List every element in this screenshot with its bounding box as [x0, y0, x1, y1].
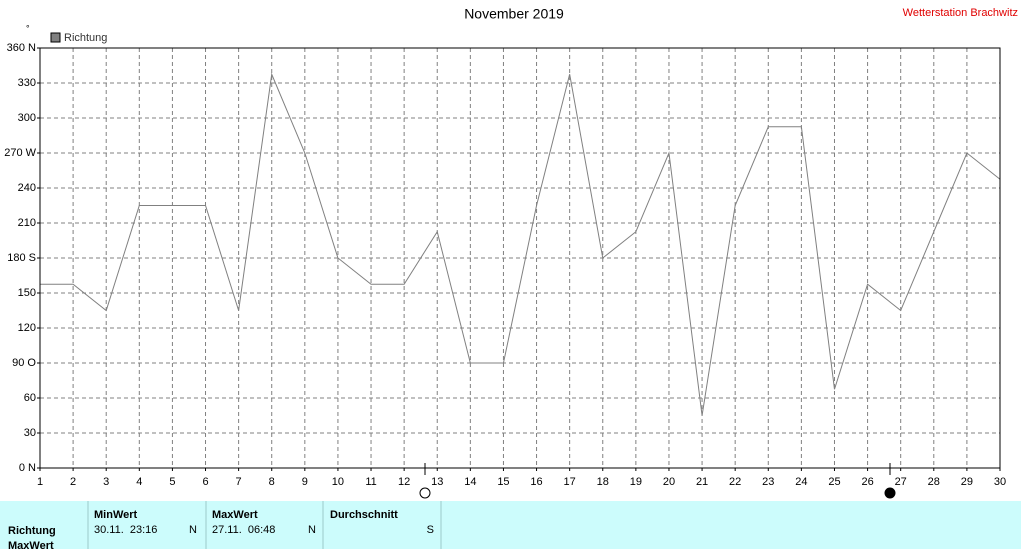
chart-title: November 2019: [464, 6, 564, 22]
y-tick-label: 120: [18, 322, 36, 334]
x-tick-label: 13: [431, 476, 443, 488]
x-tick-label: 6: [202, 476, 208, 488]
y-tick-label: 60: [24, 392, 36, 404]
x-tick-label: 16: [530, 476, 542, 488]
x-tick-label: 15: [497, 476, 509, 488]
y-tick-label: 300: [18, 112, 36, 124]
row-label: MaxWert: [8, 540, 54, 549]
legend-swatch: [50, 32, 61, 43]
x-tick-label: 10: [332, 476, 344, 488]
x-tick-label: 22: [729, 476, 741, 488]
y-tick-label: 360 N: [7, 42, 36, 54]
y-tick-label: 330: [18, 77, 36, 89]
x-tick-label: 17: [564, 476, 576, 488]
x-tick-label: 4: [136, 476, 142, 488]
table-header: MinWert: [94, 509, 138, 521]
x-tick-label: 21: [696, 476, 708, 488]
y-tick-label: 210: [18, 217, 36, 229]
legend-label: Richtung: [64, 32, 107, 44]
x-tick-label: 18: [597, 476, 609, 488]
x-tick-label: 11: [365, 476, 376, 488]
x-tick-label: 8: [269, 476, 275, 488]
x-tick-label: 23: [762, 476, 774, 488]
data-line: [40, 72, 1001, 416]
x-tick-label: 9: [302, 476, 308, 488]
table-background: [0, 501, 1021, 549]
station-label: Wetterstation Brachwitz: [903, 7, 1018, 19]
table-header: MaxWert: [212, 509, 258, 521]
y-tick-label: 180 S: [7, 252, 36, 264]
stats-table: MinWert MaxWert Durchschnitt Richtung 30…: [0, 501, 1021, 549]
new-moon-icon: [884, 487, 896, 499]
x-tick-label: 1: [37, 476, 43, 488]
y-tick-label: 270 W: [4, 147, 36, 159]
y-tick-label: 240: [18, 182, 36, 194]
x-tick-label: 27: [895, 476, 907, 488]
y-tick-label: 0 N: [19, 462, 36, 474]
table-cell: N: [308, 524, 316, 536]
x-tick-label: 3: [103, 476, 109, 488]
table-cell: 30.11. 23:16: [94, 524, 157, 536]
x-tick-label: 12: [398, 476, 410, 488]
x-tick-label: 7: [236, 476, 242, 488]
x-tick-label: 28: [928, 476, 940, 488]
table-header: Durchschnitt: [330, 509, 398, 521]
row-label: Richtung: [8, 525, 56, 537]
y-tick-label: 90 O: [12, 357, 36, 369]
x-tick-label: 30: [994, 476, 1006, 488]
x-tick-label: 19: [630, 476, 642, 488]
x-tick-label: 14: [464, 476, 476, 488]
x-tick-label: 5: [169, 476, 175, 488]
table-cell: N: [189, 524, 197, 536]
x-tick-label: 20: [663, 476, 675, 488]
x-tick-label: 2: [70, 476, 76, 488]
plot-frame: [39, 47, 1001, 469]
y-tick-label: 150: [18, 287, 36, 299]
unit-label: °: [26, 23, 30, 33]
x-tick-label: 26: [861, 476, 873, 488]
x-tick-label: 24: [795, 476, 807, 488]
table-cell: 27.11. 06:48: [212, 524, 275, 536]
y-tick-label: 30: [24, 427, 36, 439]
full-moon-icon: [419, 487, 431, 499]
x-tick-label: 25: [828, 476, 840, 488]
x-tick-label: 29: [961, 476, 973, 488]
table-cell: S: [427, 524, 434, 536]
